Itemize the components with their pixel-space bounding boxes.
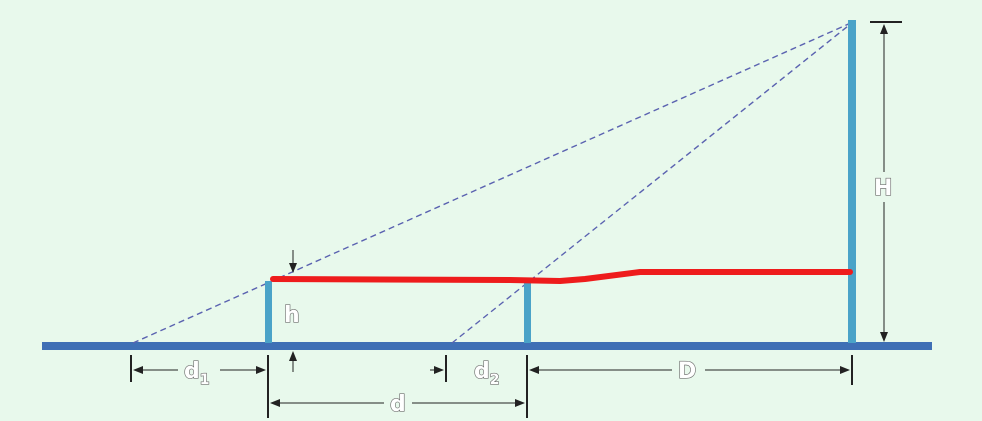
red-highlight-line [270,269,853,284]
ground-line [42,342,932,350]
d1-label: d1 [184,359,210,388]
D-label: D [678,359,696,384]
small-pole-middle [524,282,531,343]
H-label-bg [872,172,896,202]
H-label: H [874,176,892,201]
tall-pole [848,20,856,343]
d-label: d [390,392,406,417]
h-label: h [284,303,300,328]
sightline-d2-to-top [451,21,854,344]
small-pole-left [265,281,272,343]
sightline-d1-to-top [132,21,854,344]
d2-label: d2 [474,359,500,388]
